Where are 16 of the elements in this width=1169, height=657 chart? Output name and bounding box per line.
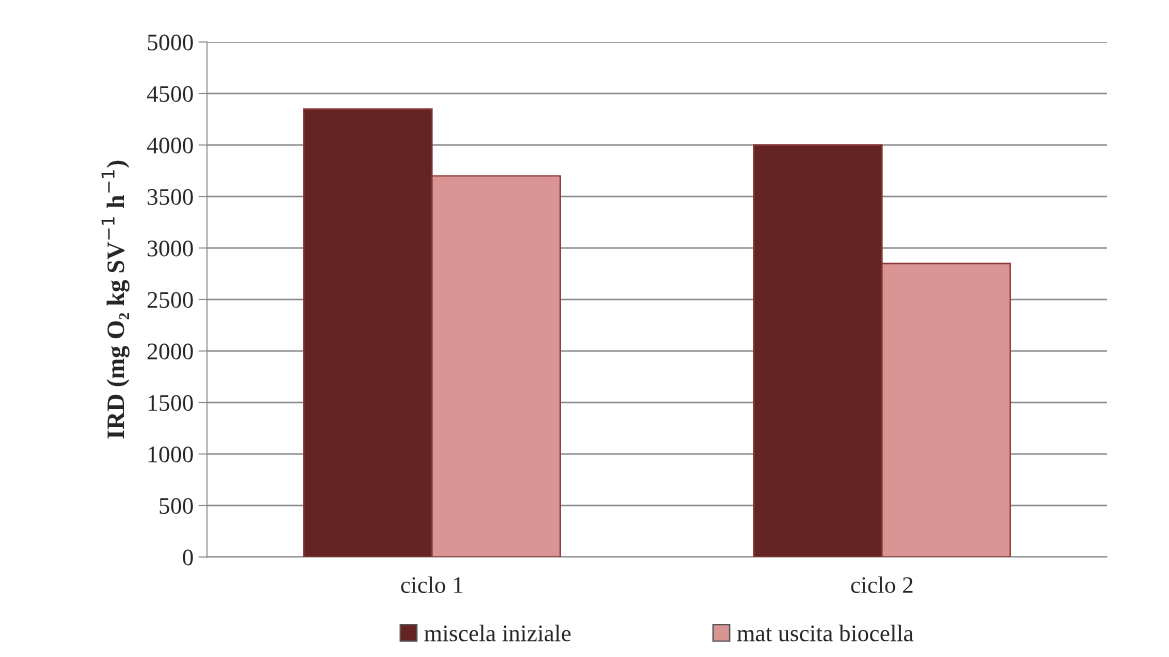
- y-tick-label: 2500: [147, 291, 193, 308]
- y-tick-label: 500: [159, 497, 193, 514]
- legend-label: mat uscita biocella: [737, 624, 914, 642]
- y-tick-label: 5000: [147, 34, 193, 51]
- y-tick-label: 0: [182, 549, 193, 566]
- y-tick-label: 2000: [147, 343, 193, 360]
- y-tick-label: 1000: [148, 446, 193, 463]
- y-tick-label: 4500: [147, 85, 193, 102]
- y-axis-title: IRD (mg O₂ kg SV$^{−1}$ h$^{−1}$): [101, 160, 130, 439]
- y-tick-label: 3000: [147, 240, 193, 257]
- y-tick-label: 3500: [147, 188, 193, 205]
- legend-label: miscela iniziale: [424, 624, 571, 642]
- y-tick-label: 1500: [148, 394, 193, 411]
- y-tick-label: 4000: [147, 137, 193, 154]
- x-tick-label: ciclo 1: [401, 576, 463, 594]
- x-tick-label: ciclo 2: [851, 576, 913, 594]
